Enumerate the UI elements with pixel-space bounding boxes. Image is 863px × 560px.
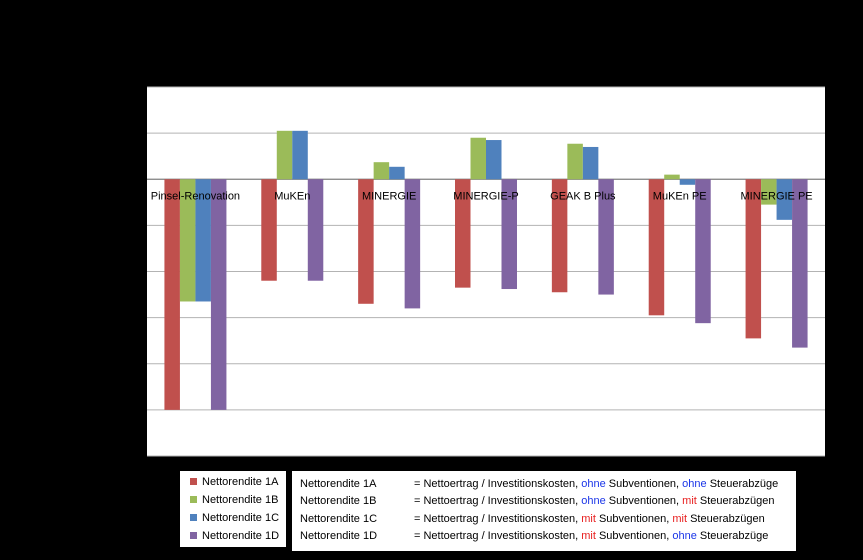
category-labels: Pinsel-Renovation MuKEn MINERGIE MINERGIE-P… — [151, 190, 813, 202]
bar-nettorendite-1d-muken — [307, 179, 324, 281]
bar-nettorendite-1b-muken-pe — [664, 174, 680, 180]
category-label: MuKEn PE — [653, 190, 707, 202]
definitions-box: Nettorendite 1A = Nettoertrag / Investit… — [292, 471, 796, 551]
legend-label: Nettorendite 1B — [202, 493, 279, 506]
legend-item: Nettorendite 1A — [180, 473, 286, 490]
definition-text: = Nettoertrag / Investitionskosten, ohne… — [414, 495, 775, 508]
gridlines — [147, 86, 825, 457]
bar-nettorendite-1c-muken-pe — [679, 179, 696, 185]
legend-swatch-1b — [190, 496, 197, 503]
bar-nettorendite-1a-minergie-p — [455, 179, 471, 288]
bar-nettorendite-1a-minergie-pe — [745, 179, 762, 339]
category-label: MuKEn — [274, 190, 310, 202]
legend: Nettorendite 1A Nettorendite 1B Nettoren… — [180, 471, 286, 547]
bar-nettorendite-1b-muken — [276, 130, 293, 180]
legend-swatch-1a — [190, 478, 197, 485]
bar-nettorendite-1a-geak-b-plus — [551, 179, 568, 293]
definition-line: Nettorendite 1C = Nettoertrag / Investit… — [300, 510, 796, 528]
legend-item: Nettorendite 1B — [180, 491, 286, 508]
bar-nettorendite-1a-pinsel-renovation — [164, 179, 180, 410]
bar-nettorendite-1b-minergie-p — [470, 137, 486, 180]
legend-label: Nettorendite 1C — [202, 511, 280, 524]
category-label: MINERGIE-P — [453, 190, 518, 202]
category-label: MINERGIE — [362, 190, 416, 202]
bar-nettorendite-1d-pinsel-renovation — [210, 179, 227, 410]
bar-nettorendite-1b-pinsel-renovation — [179, 179, 196, 302]
bar-nettorendite-1c-pinsel-renovation — [195, 179, 211, 302]
bar-nettorendite-1d-minergie-p — [501, 179, 517, 290]
bar-nettorendite-1c-geak-b-plus — [582, 146, 599, 180]
category-label: Pinsel-Renovation — [151, 190, 240, 202]
legend-label: Nettorendite 1A — [202, 475, 279, 488]
bar-chart: Pinsel-Renovation MuKEn MINERGIE MINERGIE-P… — [147, 86, 825, 457]
bar-nettorendite-1c-minergie-p — [486, 140, 502, 180]
bar-nettorendite-1d-geak-b-plus — [598, 179, 614, 295]
category-label: MINERGIE PE — [741, 190, 813, 202]
definition-text: = Nettoertrag / Investitionskosten, ohne… — [414, 477, 779, 490]
bar-nettorendite-1a-muken — [261, 179, 277, 281]
legend-item: Nettorendite 1D — [180, 527, 286, 544]
bar-nettorendite-1a-minergie — [358, 179, 374, 304]
legend-item: Nettorendite 1C — [180, 509, 286, 526]
definition-text: = Nettoertrag / Investitionskosten, mit … — [414, 530, 769, 543]
definition-line: Nettorendite 1A = Nettoertrag / Investit… — [300, 475, 796, 493]
bars — [164, 130, 808, 410]
definition-line: Nettorendite 1B = Nettoertrag / Investit… — [300, 493, 796, 511]
bar-nettorendite-1c-minergie — [389, 166, 405, 180]
definition-term: Nettorendite 1A — [300, 477, 377, 490]
bar-nettorendite-1b-minergie-pe — [761, 179, 777, 205]
category-label: GEAK B Plus — [550, 190, 616, 202]
legend-label: Nettorendite 1D — [202, 529, 280, 542]
bar-nettorendite-1d-muken-pe — [695, 179, 711, 324]
definition-term: Nettorendite 1D — [300, 530, 378, 543]
definition-line: Nettorendite 1D = Nettoertrag / Investit… — [300, 528, 796, 546]
bar-nettorendite-1c-minergie-pe — [776, 179, 793, 220]
bar-nettorendite-1d-minergie-pe — [792, 179, 808, 348]
bar-nettorendite-1b-minergie — [373, 162, 390, 180]
legend-swatch-1d — [190, 532, 197, 539]
bar-nettorendite-1d-minergie — [404, 179, 421, 309]
definition-term: Nettorendite 1C — [300, 512, 378, 525]
bar-nettorendite-1b-geak-b-plus — [567, 143, 583, 180]
legend-swatch-1c — [190, 514, 197, 521]
bar-nettorendite-1c-muken — [292, 130, 308, 180]
bar-nettorendite-1a-muken-pe — [648, 179, 665, 316]
definition-term: Nettorendite 1B — [300, 495, 377, 508]
definition-text: = Nettoertrag / Investitionskosten, mit … — [414, 512, 765, 525]
